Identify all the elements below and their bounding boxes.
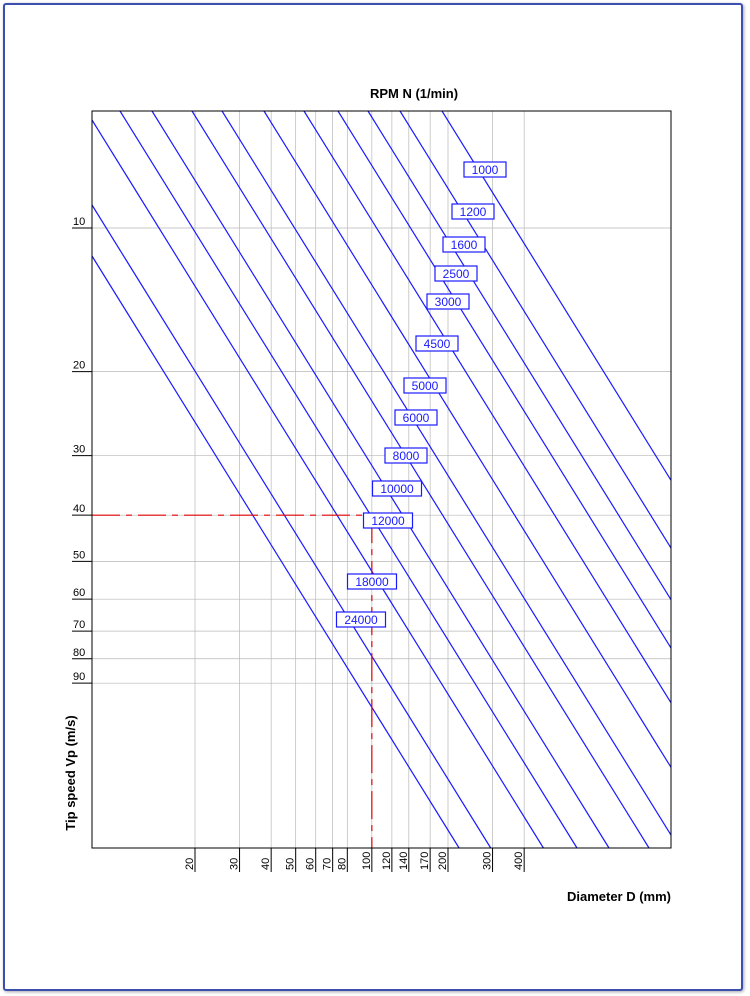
rpm-label-box-10000 (371, 480, 423, 497)
grid-lines (92, 111, 671, 848)
x-tick-label-50: 50 (285, 858, 297, 870)
y-tick-labels: 10 20 30 40 50 60 70 80 90 (72, 216, 92, 684)
y-tick-label-50: 50 (73, 549, 85, 561)
rpm-label-box-18000 (346, 573, 398, 590)
rpm-label-5000: 5000 (412, 379, 439, 393)
rpm-label-1600: 1600 (451, 238, 478, 252)
rpm-label-box-24000 (335, 611, 387, 628)
rpm-label-1000: 1000 (472, 163, 499, 177)
rpm-series-lines (91, 110, 672, 849)
rpm-labels: 1000 1200 1600 2500 3000 4500 5000 6000 8000 1000… (335, 161, 507, 628)
x-tick-label-140: 140 (398, 852, 410, 870)
x-axis-label: Diameter D (mm) (567, 889, 671, 904)
rpm-label-24000: 24000 (344, 613, 378, 627)
x-tick-label-60: 60 (305, 858, 317, 870)
rpm-line-10000 (119, 110, 578, 849)
rpm-line-8000 (151, 110, 610, 849)
y-tick-label-30: 30 (73, 444, 85, 456)
x-tick-label-200: 200 (437, 852, 449, 870)
y-tick-label-90: 90 (73, 671, 85, 683)
y-tick-label-60: 60 (73, 587, 85, 599)
rpm-line-6000 (191, 110, 650, 849)
rpm-line-24000 (91, 255, 460, 849)
rpm-line-12000 (91, 119, 544, 849)
rpm-label-box-2500 (434, 265, 478, 282)
rpm-label-box-4500 (415, 335, 459, 352)
reading-annotation (92, 514, 373, 848)
rpm-line-18000 (91, 204, 492, 849)
rpm-label-12000: 12000 (371, 514, 405, 528)
x-tick-label-40: 40 (260, 858, 272, 870)
x-tick-label-20: 20 (184, 858, 196, 870)
y-tick-label-80: 80 (73, 647, 85, 659)
y-axis-label: Tip speed Vp (m/s) (63, 715, 78, 830)
rpm-label-10000: 10000 (380, 482, 414, 496)
rpm-label-box-3000 (426, 293, 470, 310)
rpm-label-box-1600 (442, 236, 486, 253)
rpm-label-box-8000 (384, 447, 428, 464)
x-tick-label-30: 30 (229, 858, 241, 870)
x-tick-label-100: 100 (361, 852, 373, 870)
y-tick-label-20: 20 (73, 360, 85, 372)
rpm-label-1200: 1200 (460, 205, 487, 219)
rpm-line-4500 (263, 110, 672, 768)
rpm-line-3000 (303, 110, 672, 704)
x-tick-label-80: 80 (336, 858, 348, 870)
x-tick-label-400: 400 (513, 852, 525, 870)
x-tick-label-120: 120 (381, 852, 393, 870)
x-tick-label-70: 70 (322, 858, 334, 870)
y-tick-label-40: 40 (73, 503, 85, 515)
rpm-label-4500: 4500 (424, 337, 451, 351)
rpm-line-1200 (399, 110, 672, 549)
y-tick-label-70: 70 (73, 619, 85, 631)
rpm-label-box-1000 (463, 161, 507, 178)
rpm-label-6000: 6000 (403, 411, 430, 425)
rpm-line-5000 (221, 110, 672, 836)
plot-area (91, 110, 672, 849)
x-tick-label-170: 170 (419, 852, 431, 870)
rpm-label-2500: 2500 (443, 267, 470, 281)
rpm-label-8000: 8000 (393, 449, 420, 463)
rpm-label-box-12000 (362, 512, 414, 529)
rpm-line-1600 (367, 110, 672, 600)
y-tick-label-10: 10 (73, 216, 85, 228)
rpm-label-box-5000 (403, 377, 447, 394)
rpm-label-3000: 3000 (435, 295, 462, 309)
rpm-label-box-6000 (394, 409, 438, 426)
x-tick-labels: 20 30 40 50 60 70 80 100 120 140 170 200 300 400 (184, 848, 525, 872)
chart-title: RPM N (1/min) (370, 86, 458, 101)
rpm-label-box-1200 (451, 203, 495, 220)
x-tick-label-300: 300 (482, 852, 494, 870)
rpm-line-2500 (337, 110, 672, 649)
rpm-label-18000: 18000 (355, 575, 389, 589)
